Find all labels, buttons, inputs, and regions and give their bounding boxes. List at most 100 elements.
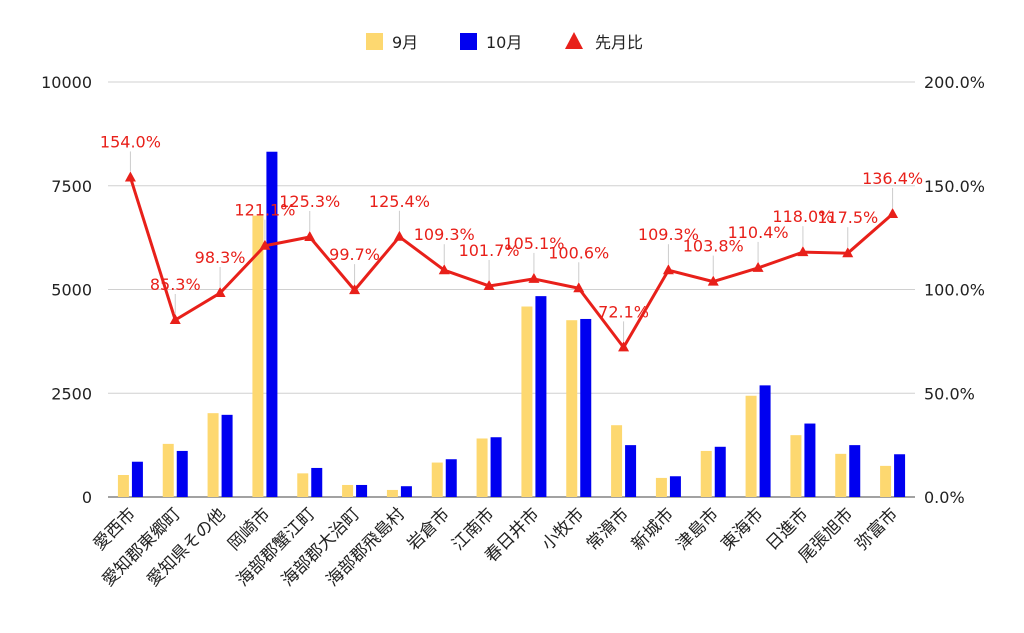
ratio-point	[662, 264, 674, 275]
category-label: 海部郡飛島村	[323, 504, 409, 590]
right-tick-label: 100.0%	[924, 281, 985, 300]
ratio-data-label: 125.4%	[369, 192, 430, 211]
bar-oct	[714, 446, 726, 497]
ratio-data-label: 85.3%	[150, 275, 201, 294]
bar-oct	[669, 476, 681, 497]
ratio-point	[483, 279, 495, 290]
ratio-data-label: 109.3%	[414, 225, 475, 244]
bar-oct	[445, 459, 457, 497]
bar-sep	[566, 320, 578, 497]
ratio-point	[707, 275, 719, 286]
gridlines	[108, 81, 915, 498]
right-tick-label: 50.0%	[924, 384, 975, 403]
ratio-point	[304, 231, 316, 242]
category-label: 常滑市	[583, 504, 633, 554]
category-label: 弥富市	[852, 504, 902, 554]
legend-triangle-icon	[565, 32, 583, 49]
ratio-point	[887, 207, 899, 218]
right-axis: 0.0% 50.0% 100.0% 150.0% 200.0%	[924, 73, 985, 507]
ratio-data-label: 117.5%	[817, 208, 878, 227]
right-tick-label: 150.0%	[924, 177, 985, 196]
bar-sep	[162, 443, 174, 497]
bar-sep	[655, 477, 667, 497]
ratio-point	[259, 239, 271, 250]
category-labels: 愛西市愛知郡東郷町愛知県その他岡崎市海部郡蟹江町海部郡大治町海部郡飛島村岩倉市江…	[90, 504, 902, 590]
ratio-point	[842, 247, 854, 258]
ratio-data-label: 99.7%	[329, 245, 380, 264]
ratio-data-label: 105.1%	[503, 234, 564, 253]
bar-oct	[266, 151, 278, 497]
bar-oct	[849, 445, 861, 497]
category-label: 岩倉市	[404, 504, 454, 554]
category-label: 愛知県その他	[143, 504, 229, 590]
legend-swatch-oct	[460, 33, 477, 50]
bar-oct	[400, 486, 412, 497]
bar-sep	[342, 484, 354, 497]
ratio-point	[438, 264, 450, 275]
left-tick-label: 10000	[41, 73, 92, 92]
bar-sep	[207, 413, 219, 497]
left-tick-label: 7500	[51, 177, 92, 196]
legend-label-ratio[interactable]: 先月比	[595, 33, 643, 52]
bar-sep	[835, 453, 847, 497]
bar-oct	[176, 450, 188, 497]
ratio-data-label: 72.1%	[598, 302, 649, 321]
legend[interactable]: 9月 10月 先月比	[366, 32, 643, 52]
ratio-data-label: 118.0%	[772, 207, 833, 226]
category-label: 新城市	[628, 504, 678, 554]
ratio-data-label: 110.4%	[728, 223, 789, 242]
bar-sep	[880, 465, 892, 497]
bar-sep	[252, 215, 264, 497]
legend-label-sep[interactable]: 9月	[392, 33, 418, 52]
left-axis: 0 2500 5000 7500 10000	[41, 73, 92, 507]
ratio-point	[797, 246, 809, 257]
bar-oct	[131, 461, 143, 497]
bar-sep	[745, 395, 757, 497]
bar-sep	[700, 450, 712, 497]
ratio-data-label: 136.4%	[862, 169, 923, 188]
bar-sep	[431, 462, 443, 497]
bar-oct	[490, 437, 502, 497]
ratio-data-label: 125.3%	[279, 192, 340, 211]
bar-sep	[611, 425, 623, 497]
right-tick-label: 200.0%	[924, 73, 985, 92]
category-label: 小牧市	[538, 504, 588, 554]
bar-sep	[790, 435, 802, 497]
ratio-data-label: 109.3%	[638, 225, 699, 244]
ratio-data-label: 154.0%	[100, 132, 161, 151]
bar-oct	[625, 445, 637, 497]
ratio-point	[752, 261, 764, 272]
ratio-polyline	[128, 176, 894, 349]
bar-oct	[356, 484, 368, 497]
category-label: 東海市	[717, 504, 767, 554]
ratio-point	[573, 282, 585, 293]
right-tick-label: 0.0%	[924, 488, 965, 507]
left-tick-label: 5000	[51, 281, 92, 300]
ratio-point	[528, 272, 540, 283]
legend-label-oct[interactable]: 10月	[486, 33, 522, 52]
bar-sep	[521, 306, 533, 497]
bar-oct	[759, 385, 771, 497]
ratio-point	[214, 287, 226, 298]
bar-sep	[117, 475, 129, 497]
ratio-data-label: 98.3%	[195, 248, 246, 267]
ratio-point	[124, 171, 136, 182]
bar-oct	[894, 454, 906, 497]
bar-sep	[476, 438, 488, 497]
ratio-line: 154.0% 85.3% 98.3% 121.1%125.3% 99.7% 125.4% 1…	[100, 132, 923, 352]
ratio-data-label: 101.7%	[459, 241, 520, 260]
ratio-point	[393, 230, 405, 241]
bars	[117, 151, 906, 497]
bar-oct	[580, 318, 592, 497]
bar-sep	[386, 489, 398, 497]
ratio-point	[618, 341, 630, 352]
left-tick-label: 0	[82, 488, 92, 507]
ratio-point	[349, 284, 361, 295]
ratio-data-label: 121.1%	[234, 201, 295, 220]
ratio-data-label: 103.8%	[683, 237, 744, 256]
left-tick-label: 2500	[51, 384, 92, 403]
bar-oct	[311, 467, 323, 497]
bar-oct	[221, 414, 233, 497]
ratio-data-label: 100.6%	[548, 243, 609, 262]
